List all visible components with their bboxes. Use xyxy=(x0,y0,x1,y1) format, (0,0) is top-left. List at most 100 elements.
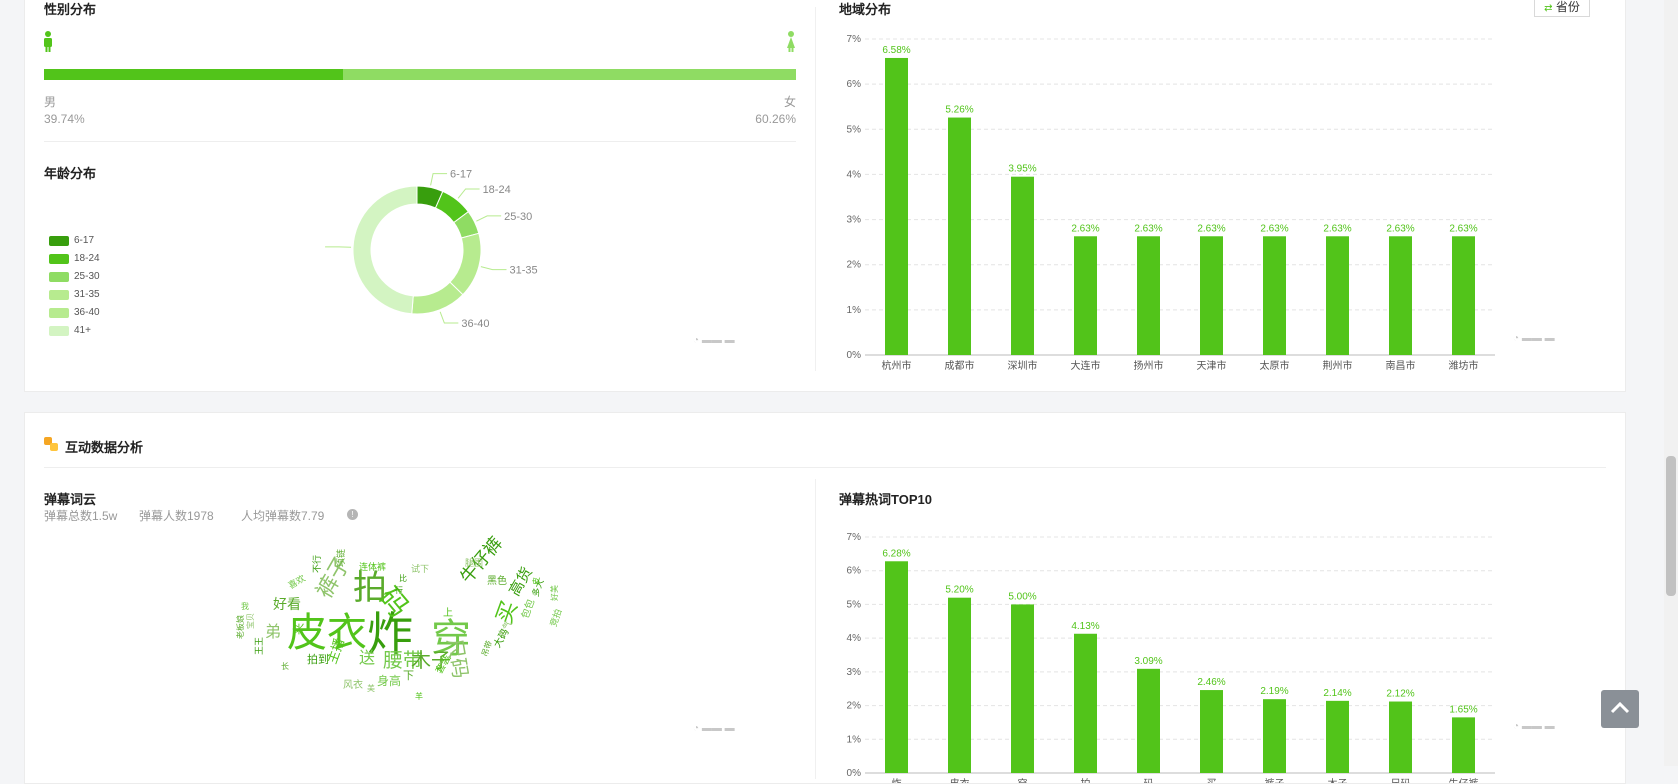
scrollbar-thumb[interactable] xyxy=(1666,456,1676,596)
back-to-top-button[interactable] xyxy=(1601,690,1639,728)
wordcloud-word: 皮 xyxy=(533,577,541,585)
bar[interactable] xyxy=(1137,236,1160,355)
scrollbar-track[interactable] xyxy=(1664,0,1678,766)
y-tick-label: 6% xyxy=(847,566,862,577)
bar[interactable] xyxy=(1326,236,1349,355)
chevron-up-icon xyxy=(1601,690,1639,728)
donut-label: 31-35 xyxy=(509,265,537,277)
x-tick-label: 潍坊市 xyxy=(1449,359,1479,372)
interaction-icon xyxy=(44,437,59,452)
bar-data-label: 3.95% xyxy=(1008,164,1036,175)
male-ratio-fill xyxy=(44,69,343,80)
bar[interactable] xyxy=(1389,236,1412,355)
legend-swatch xyxy=(49,272,69,282)
bar-data-label: 6.28% xyxy=(882,548,910,559)
wordcloud-word: 喜欢 xyxy=(287,574,307,591)
x-tick-label: 木子 xyxy=(1328,778,1348,783)
gender-title: 性别分布 xyxy=(44,0,96,18)
age-legend-item[interactable]: 6-17 xyxy=(49,235,94,247)
age-legend-item[interactable]: 36-40 xyxy=(49,307,100,319)
bar[interactable] xyxy=(948,118,971,355)
age-legend-item[interactable]: 25-30 xyxy=(49,271,100,283)
wordcloud-word: 好美 xyxy=(551,585,559,601)
bar-data-label: 2.19% xyxy=(1260,686,1288,697)
danmu-top10-bar-chart: 0%1%2%3%4%5%6%7%6.28%炸5.20%皮衣5.00%穿4.13%… xyxy=(835,523,1615,783)
donut-label-line xyxy=(431,174,447,186)
y-tick-label: 7% xyxy=(847,34,862,45)
wordcloud-word: 试下 xyxy=(411,565,429,574)
wordcloud-word: 项链 xyxy=(337,549,346,567)
donut-slice[interactable] xyxy=(353,186,417,314)
y-tick-label: 0% xyxy=(847,350,862,361)
bar[interactable] xyxy=(948,598,971,773)
y-tick-label: 0% xyxy=(847,768,862,779)
bar[interactable] xyxy=(1011,177,1034,355)
bar[interactable] xyxy=(1263,236,1286,355)
wordcloud-word: 包包 xyxy=(521,598,537,620)
bar[interactable] xyxy=(1074,236,1097,355)
x-tick-label: 深圳市 xyxy=(1008,359,1038,372)
wordcloud-word: 风衣 xyxy=(343,681,363,691)
bar[interactable] xyxy=(1326,701,1349,773)
top10-title: 弹幕热词TOP10 xyxy=(839,489,932,508)
bar-data-label: 2.46% xyxy=(1197,677,1225,688)
wordcloud-title: 弹幕词云 xyxy=(44,489,96,508)
x-tick-label: 码 xyxy=(1144,778,1154,783)
wordcloud-word: 王王 xyxy=(255,637,264,655)
wordcloud-word: 大气 xyxy=(497,619,514,639)
age-title: 年龄分布 xyxy=(44,163,96,182)
age-legend-item[interactable]: 31-35 xyxy=(49,289,100,301)
wordcloud-word: 竞拍 xyxy=(549,608,564,628)
bar[interactable] xyxy=(885,561,908,773)
x-tick-label: 成都市 xyxy=(945,359,975,372)
age-legend-item[interactable]: 18-24 xyxy=(49,253,100,265)
donut-slice[interactable] xyxy=(412,282,463,314)
danmu-total: 弹幕总数1.5w xyxy=(44,507,117,524)
bar-data-label: 5.00% xyxy=(1008,591,1036,602)
watermark-logo: ◔ ▬▬ ▬ xyxy=(693,723,735,734)
y-tick-label: 4% xyxy=(847,169,862,180)
donut-label-line xyxy=(481,267,507,270)
x-tick-label: 大连市 xyxy=(1071,359,1101,372)
danmu-wordcloud: 皮衣炸穿拍裤子码牛仔裤腰带木子尺码买高货送好看弟主播拍到身高下风衣套装大码包包黑… xyxy=(235,543,635,723)
wordcloud-word: 吊带 xyxy=(481,640,494,658)
age-legend-item[interactable]: 41+ xyxy=(49,325,91,337)
bar[interactable] xyxy=(885,58,908,355)
wordcloud-word: 好看 xyxy=(273,597,301,611)
wordcloud-word: 不行 xyxy=(313,555,322,573)
donut-label-line xyxy=(458,189,479,198)
donut-label: 36-40 xyxy=(461,318,489,330)
bar[interactable] xyxy=(1200,236,1223,355)
donut-slice[interactable] xyxy=(450,233,481,294)
legend-label: 18-24 xyxy=(74,253,100,264)
bar[interactable] xyxy=(1074,634,1097,773)
wordcloud-word: 黑色 xyxy=(487,577,507,587)
bar[interactable] xyxy=(1263,699,1286,773)
bar[interactable] xyxy=(1452,236,1475,355)
bar[interactable] xyxy=(1011,604,1034,773)
bar-data-label: 2.63% xyxy=(1449,223,1477,234)
bar-data-label: 2.63% xyxy=(1134,223,1162,234)
y-tick-label: 7% xyxy=(847,532,862,543)
bar-data-label: 4.13% xyxy=(1071,621,1099,632)
wordcloud-word: 羊 xyxy=(415,693,423,701)
bar[interactable] xyxy=(1200,690,1223,773)
female-percent: 60.26% xyxy=(754,112,796,126)
donut-label-line xyxy=(476,216,501,221)
bar[interactable] xyxy=(1389,702,1412,773)
donut-label: 6-17 xyxy=(450,169,472,181)
bar-data-label: 2.63% xyxy=(1197,223,1225,234)
province-toggle-button[interactable]: ⇄ 省份 xyxy=(1534,0,1590,17)
region-bar-chart: 0%1%2%3%4%5%6%7%6.58%杭州市5.26%成都市3.95%深圳市… xyxy=(835,29,1615,375)
donut-label-line xyxy=(440,312,458,323)
female-label: 女 xyxy=(784,93,796,110)
wordcloud-word: 送 xyxy=(359,651,375,667)
male-icon xyxy=(42,31,54,53)
x-tick-label: 拍 xyxy=(1081,777,1091,783)
legend-swatch xyxy=(49,254,69,264)
info-icon[interactable]: ! xyxy=(347,509,358,520)
bar[interactable] xyxy=(1452,717,1475,773)
bar[interactable] xyxy=(1137,669,1160,773)
